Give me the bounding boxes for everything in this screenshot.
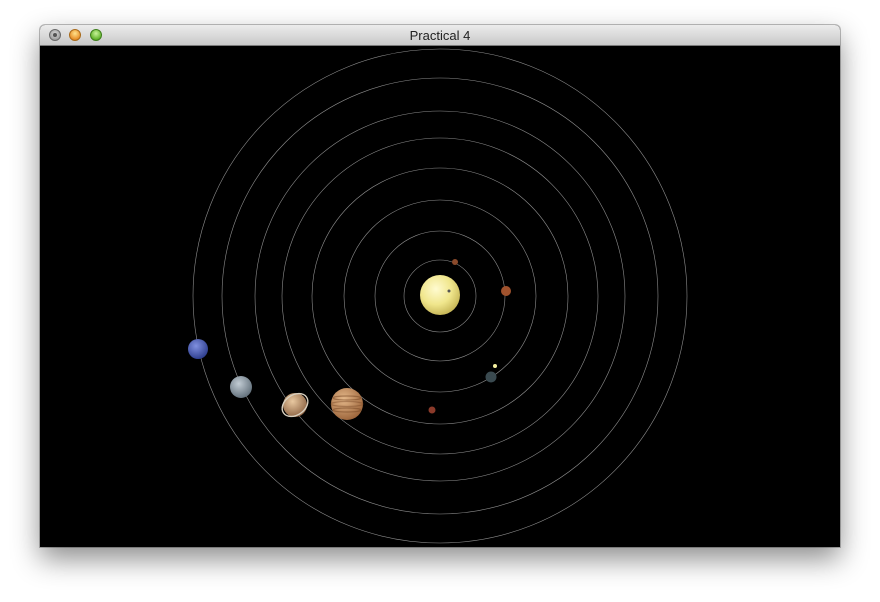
planet-neptune <box>188 339 208 359</box>
planet-venus <box>501 286 511 296</box>
orbit-ring <box>374 230 506 362</box>
minimize-icon[interactable] <box>69 29 81 41</box>
planet-jupiter <box>330 388 364 420</box>
planet-mercury <box>452 259 458 265</box>
sun-spot <box>447 289 451 293</box>
orbit-ring <box>403 259 477 333</box>
planet-earth <box>485 371 497 383</box>
orbits <box>192 48 688 544</box>
close-icon[interactable] <box>49 29 61 41</box>
title-bar[interactable]: Practical 4 <box>40 25 840 46</box>
planet-uranus <box>230 376 252 398</box>
orbit-ring <box>192 48 688 544</box>
sun <box>420 275 460 315</box>
moon <box>493 364 497 368</box>
planet-saturn <box>281 392 309 418</box>
solar-system-scene <box>188 48 688 544</box>
orbit-ring <box>343 199 537 393</box>
app-window: Practical 4 <box>40 25 840 547</box>
window-title: Practical 4 <box>409 28 471 43</box>
solar-system-canvas[interactable] <box>40 46 840 547</box>
orbit-ring <box>311 167 569 425</box>
orbit-ring <box>221 77 659 515</box>
zoom-icon[interactable] <box>90 29 102 41</box>
orbit-ring <box>281 137 599 455</box>
orbit-ring <box>254 110 626 482</box>
planet-mars <box>428 406 436 414</box>
